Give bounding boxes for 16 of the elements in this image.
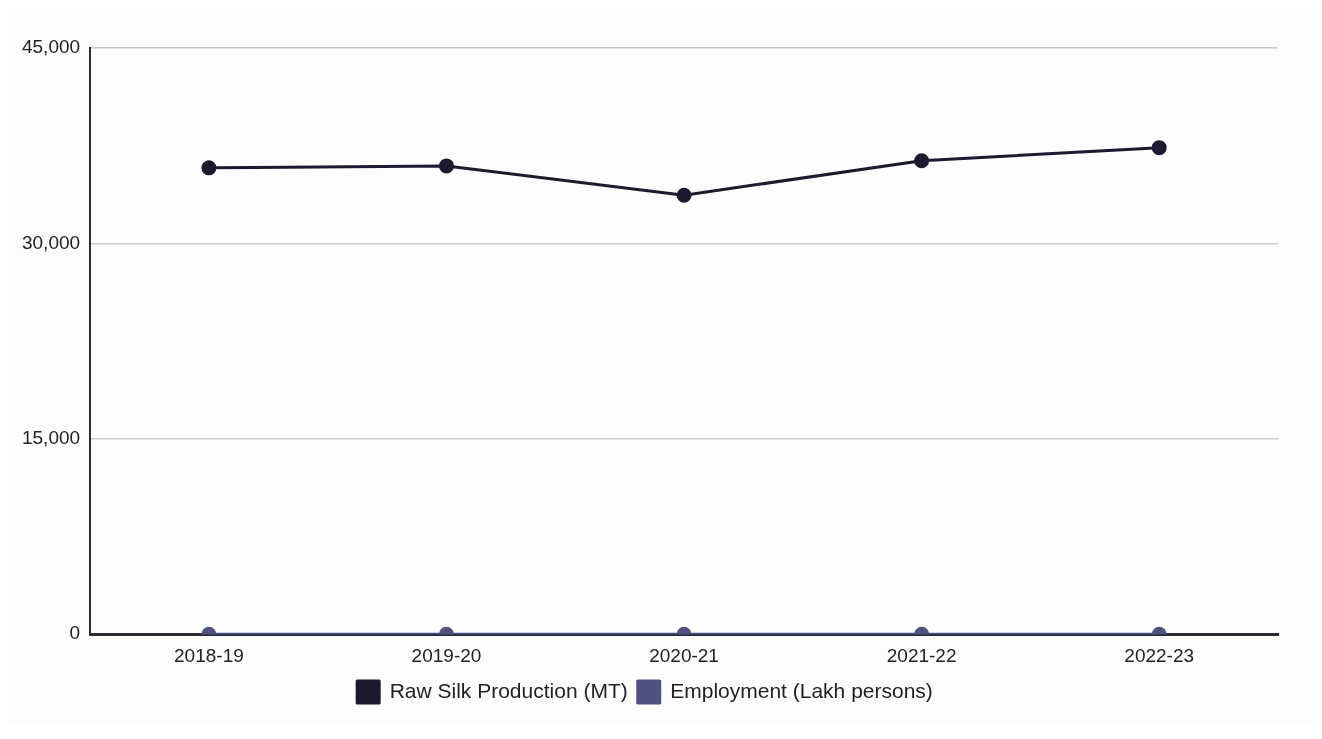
y-tick-label: 30,000 (21, 231, 81, 253)
point (676, 187, 692, 203)
x-tick-label: 2019-20 (411, 644, 482, 666)
x-tick-label: 2022-23 (1124, 644, 1195, 666)
x-tick-label: 2018-19 (174, 644, 244, 666)
y-tick-label: 0 (69, 622, 81, 644)
y-tick-label: 45,000 (21, 36, 81, 58)
y-tick-label: 15,000 (21, 427, 81, 449)
x-tick-label: 2021-22 (886, 644, 957, 666)
x-tick-label: 2020-21 (649, 644, 719, 666)
legend-label: Raw Silk Production (MT) (389, 678, 628, 702)
point (201, 160, 217, 176)
legend-label: Employment (Lakh persons) (670, 678, 933, 702)
point (1151, 140, 1167, 156)
point (914, 153, 930, 169)
point (438, 158, 454, 174)
